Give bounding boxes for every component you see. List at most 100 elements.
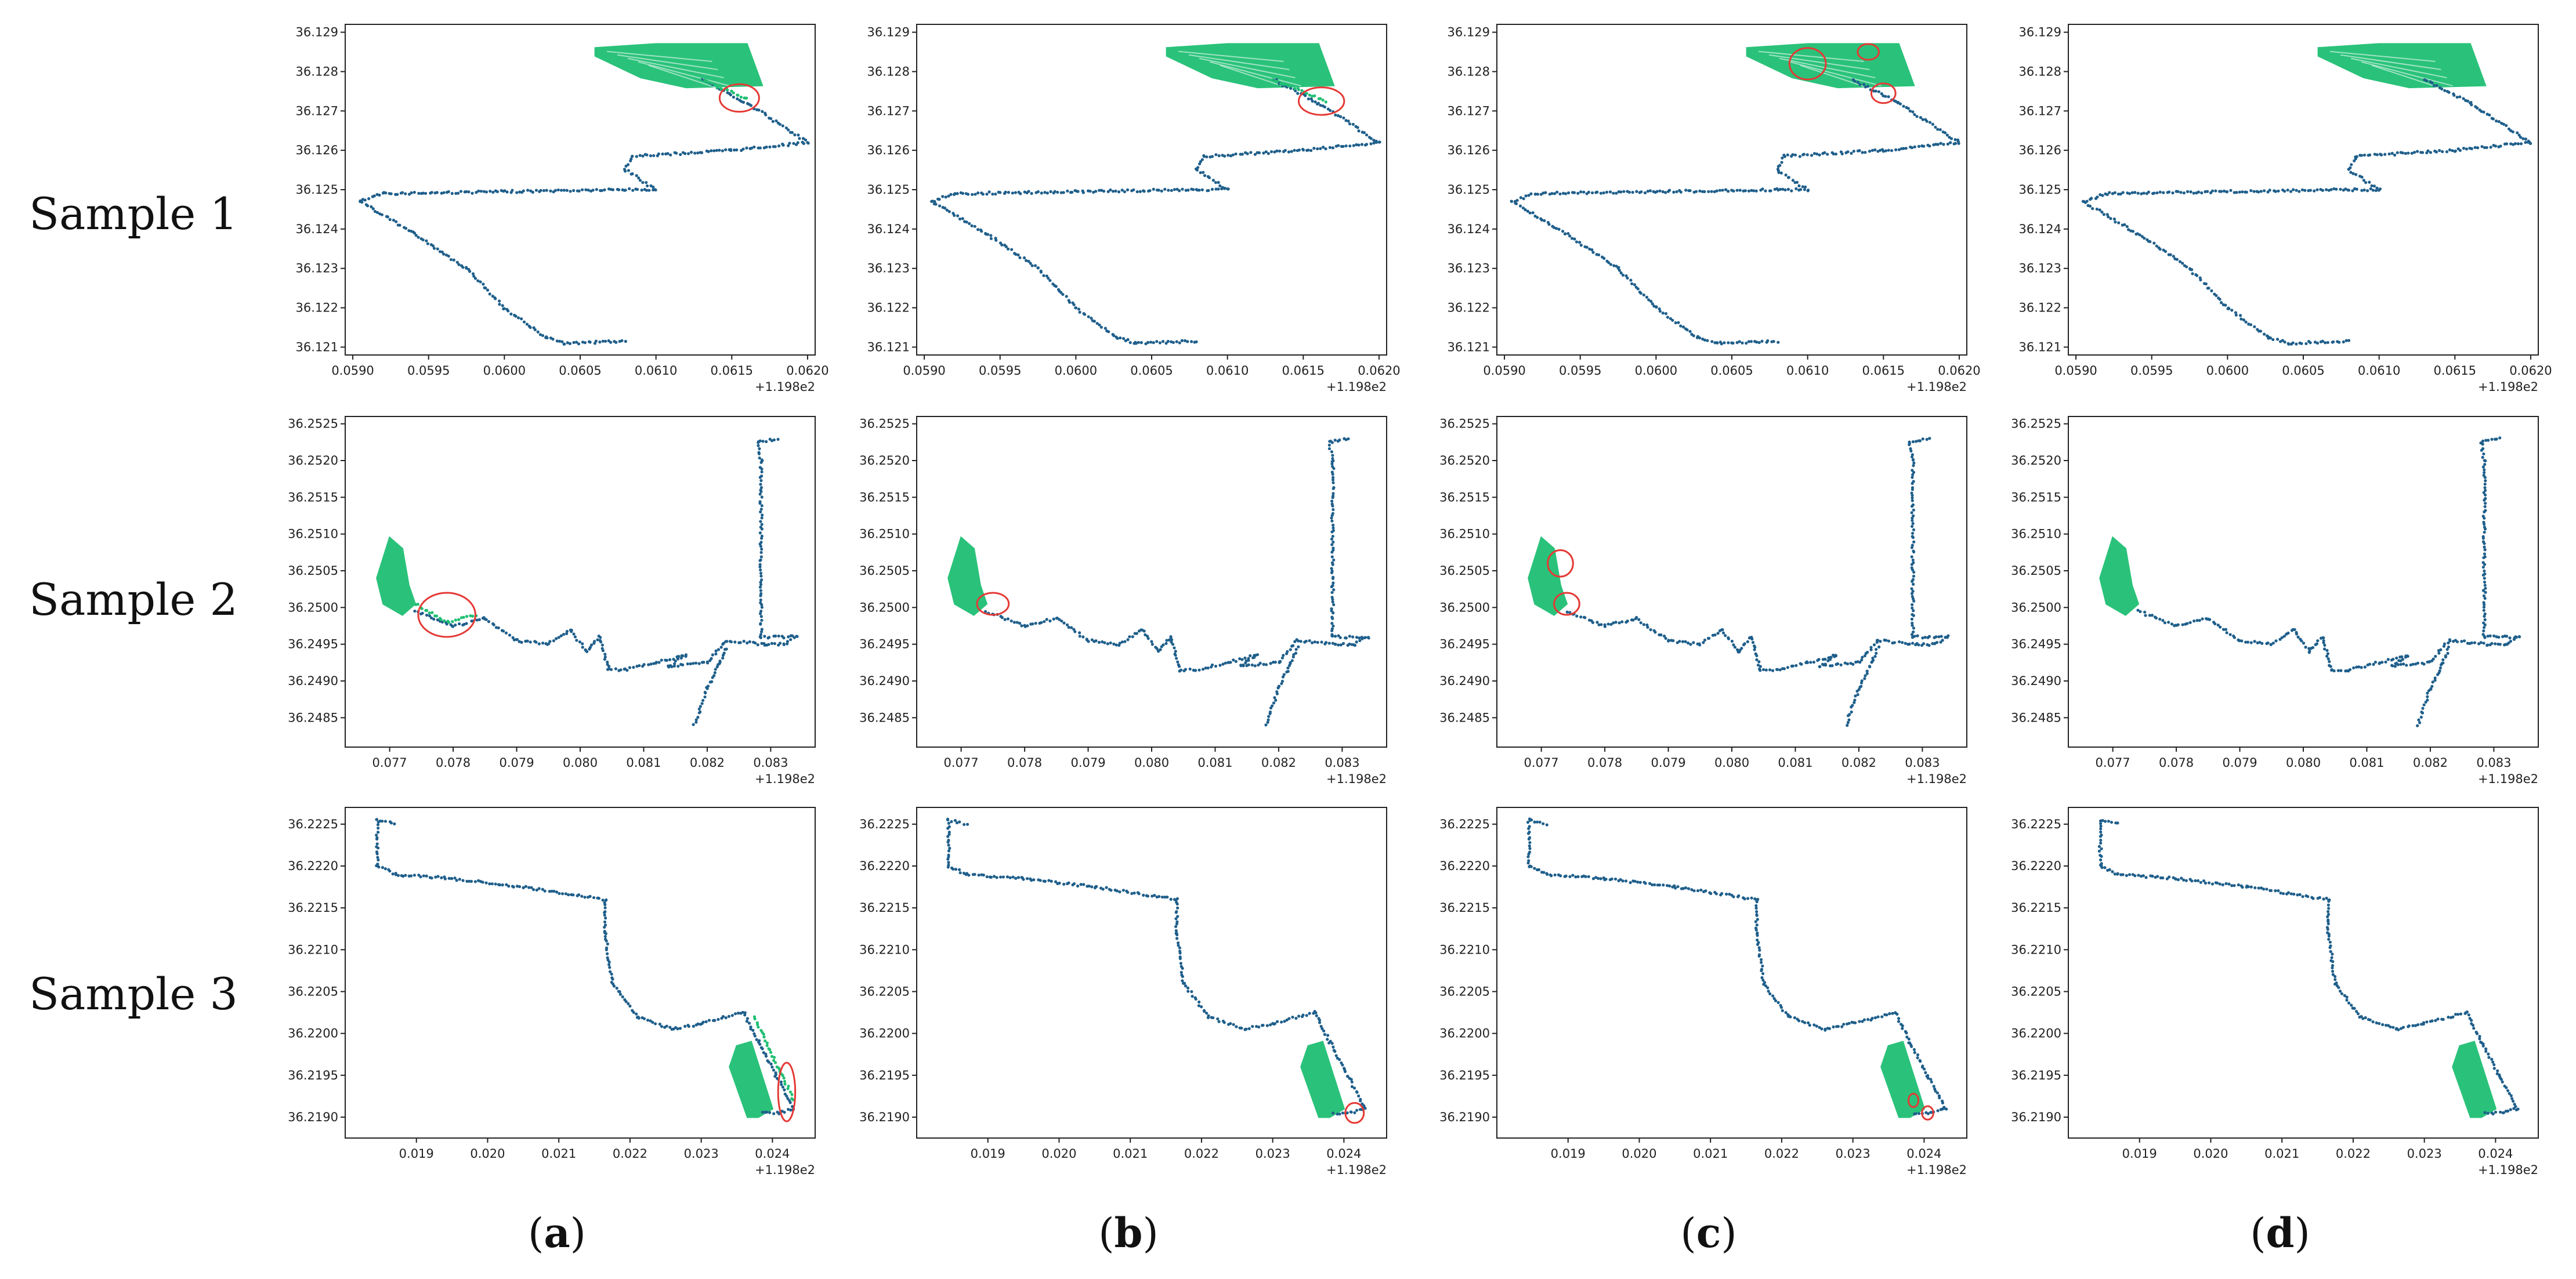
trajectory-point	[580, 188, 584, 191]
trajectory-point	[1186, 986, 1190, 990]
trajectory-point	[1830, 664, 1834, 668]
trajectory-point	[2487, 1052, 2490, 1056]
cluster-region	[729, 1041, 774, 1118]
trajectory-point	[1287, 1017, 1291, 1020]
trajectory-point	[761, 513, 764, 517]
trajectory-point	[2099, 824, 2103, 828]
trajectory-point	[1529, 865, 1533, 868]
trajectory-point	[1146, 637, 1150, 640]
trajectory-point	[1654, 190, 1657, 194]
trajectory-point	[758, 447, 761, 451]
trajectory-point	[2152, 241, 2156, 245]
y-tick-label: 36.2500	[1439, 600, 1490, 614]
trajectory-point	[2269, 643, 2273, 646]
trajectory-point	[1921, 636, 1924, 640]
trajectory-point	[581, 340, 585, 344]
trajectory-point	[1062, 882, 1066, 886]
trajectory-point	[2331, 969, 2335, 973]
trajectory-point	[1138, 190, 1142, 193]
trajectory-point	[1264, 723, 1268, 727]
trajectory-point	[1057, 288, 1061, 291]
trajectory-point	[1595, 621, 1599, 624]
trajectory-point	[1579, 615, 1583, 619]
panel-3-a: 0.019 0.020 0.021 0.022 0.023 0.02436.219036.…	[288, 807, 816, 1177]
x-tick-label: 0.020	[470, 1147, 505, 1161]
y-tick-label: 36.124	[2019, 222, 2061, 236]
trajectory-point	[1242, 664, 1245, 668]
trajectory-point	[981, 193, 985, 196]
trajectory-point	[759, 508, 763, 511]
trajectory-point	[455, 260, 459, 264]
trajectory-point	[1793, 181, 1797, 184]
trajectory-point	[2237, 639, 2241, 643]
trajectory-point	[1273, 696, 1276, 700]
trajectory-point	[1337, 144, 1340, 147]
trajectory-point	[1332, 523, 1335, 527]
trajectory-point	[2490, 1057, 2494, 1061]
trajectory-point	[1058, 881, 1061, 885]
trajectory-point	[2509, 1108, 2512, 1111]
trajectory-point	[1936, 1109, 1940, 1113]
trajectory-point	[1062, 191, 1065, 194]
trajectory-point	[2101, 194, 2104, 197]
axes-frame	[2068, 807, 2539, 1139]
x-tick-label: 0.0620	[2509, 364, 2552, 378]
trajectory-point	[1545, 823, 1549, 827]
trajectory-point	[2357, 665, 2361, 669]
trajectory-point	[1124, 339, 1127, 343]
trajectory-point	[758, 439, 762, 443]
trajectory-point	[1638, 291, 1642, 294]
trajectory-point	[1603, 623, 1607, 626]
trajectory-point	[1599, 191, 1602, 195]
trajectory-point	[1257, 663, 1260, 667]
trajectory-point	[1860, 679, 1864, 683]
trajectory-point	[1115, 643, 1118, 647]
trajectory-point	[1367, 136, 1372, 139]
trajectory-point	[1766, 986, 1770, 990]
y-tick-label: 36.2510	[288, 527, 338, 541]
trajectory-point	[473, 880, 477, 883]
trajectory-point	[2505, 124, 2508, 128]
x-tick-label: 0.023	[684, 1147, 719, 1161]
trajectory-point	[2099, 858, 2103, 862]
trajectory-point	[1325, 641, 1328, 644]
trajectory-point	[388, 820, 392, 824]
trajectory-point	[759, 510, 762, 514]
trajectory-point	[768, 145, 772, 148]
trajectory-point	[1846, 662, 1850, 666]
trajectory-point	[2117, 221, 2121, 224]
trajectory-point	[2198, 618, 2201, 622]
trajectory-point	[2244, 320, 2248, 324]
trajectory-point	[419, 237, 423, 241]
trajectory-point	[1048, 278, 1052, 282]
trajectory-point	[1911, 589, 1915, 593]
trajectory-point	[1189, 340, 1193, 343]
trajectory-point	[578, 640, 582, 644]
trajectory-point	[1515, 198, 1519, 202]
trajectory-point	[2324, 341, 2327, 345]
trajectory-point	[676, 657, 680, 661]
trajectory-point	[704, 1020, 708, 1024]
trajectory-point	[603, 653, 607, 656]
trajectory-point	[527, 886, 531, 889]
trajectory-point	[2483, 572, 2487, 576]
trajectory-point	[1840, 1025, 1844, 1028]
trajectory-point	[2278, 340, 2282, 343]
trajectory-point	[759, 581, 762, 584]
trajectory-point	[2300, 188, 2304, 191]
trajectory-point	[672, 657, 675, 661]
trajectory-point	[2318, 896, 2321, 899]
trajectory-point	[955, 821, 959, 825]
trajectory-point	[1771, 669, 1775, 672]
trajectory-point	[611, 977, 614, 981]
trajectory-point	[1104, 327, 1107, 330]
trajectory-point	[1789, 1015, 1792, 1019]
trajectory-point	[580, 894, 584, 898]
trajectory-point	[2483, 530, 2486, 534]
trajectory-point	[425, 239, 428, 242]
trajectory-point	[377, 827, 380, 830]
trajectory-point	[1756, 664, 1760, 667]
trajectory-point	[603, 931, 606, 934]
trajectory-point	[2331, 973, 2335, 976]
trajectory-point	[1754, 928, 1758, 932]
